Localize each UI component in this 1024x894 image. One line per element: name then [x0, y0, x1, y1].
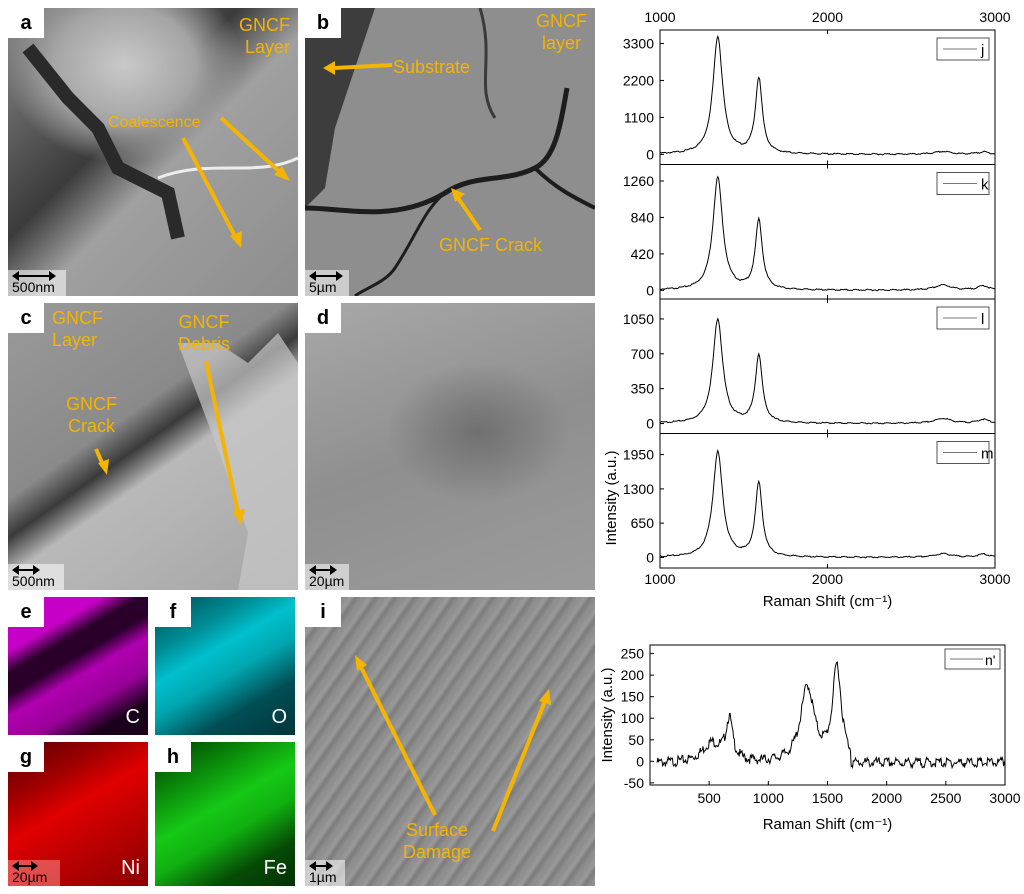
- y-axis-label: Intensity (a.u.): [600, 667, 616, 762]
- scale-bar: 1µm: [305, 860, 345, 886]
- spectrum-line-m: [659, 448, 996, 559]
- scale-bar: 500nm: [8, 270, 66, 296]
- y-tick-label: 0: [646, 146, 654, 162]
- gncf-layer-label: GNCF Layer: [52, 308, 103, 350]
- raman-stacked-chart: 1000 1000 2000 2000 3000 3000 0 1100 2200 3300 j 0 4…: [603, 9, 1011, 610]
- y-tick-label: 1050: [623, 311, 654, 327]
- spectrum-line-l: [659, 317, 996, 425]
- y-tick-label: 1950: [623, 447, 654, 463]
- panel-letter: e: [8, 597, 44, 627]
- eds-map-nickel: g Ni 20µm: [8, 742, 148, 886]
- y-tick-label: 1100: [624, 109, 654, 125]
- gncf-crack-label: GNCF Crack: [439, 235, 542, 255]
- top-x-tick-label: 3000: [979, 9, 1010, 25]
- panel-b-cracks: [305, 8, 595, 296]
- surface-damage-label: Surface Damage: [403, 820, 472, 862]
- scale-bar: 20µm: [8, 860, 60, 886]
- x-tick-label: 1000: [644, 571, 675, 587]
- substrate-label: Substrate: [393, 57, 471, 77]
- y-tick-label: 3300: [623, 35, 654, 51]
- x-axis-label: Raman Shift (cm⁻¹): [763, 816, 893, 833]
- y-tick-label: 350: [631, 381, 655, 397]
- x-tick-label: 1000: [753, 790, 784, 806]
- legend-label: n': [985, 652, 995, 668]
- y-tick-label: 150: [621, 689, 645, 705]
- x-tick-label: 2000: [812, 571, 843, 587]
- coalescence-label: Coalescence: [108, 114, 201, 131]
- y-tick-label: 650: [631, 515, 655, 531]
- y-tick-label: 1260: [623, 173, 654, 189]
- y-tick-label: 840: [631, 209, 655, 225]
- element-label: O: [271, 706, 287, 728]
- scale-bar: 5µm: [305, 270, 349, 296]
- y-tick-label: 700: [631, 346, 655, 362]
- x-tick-label: 3000: [989, 790, 1020, 806]
- spectrum-line-k: [659, 175, 996, 292]
- x-tick-label: 2000: [871, 790, 902, 806]
- y-tick-label: 0: [646, 549, 654, 565]
- panel-c-features: [94, 333, 298, 590]
- spectrum-line-j: [659, 34, 996, 156]
- panel-i-arrows: [355, 655, 551, 832]
- spectrum-line-n: [656, 661, 1006, 770]
- panel-letter: c: [8, 303, 44, 333]
- element-label: Fe: [263, 857, 287, 879]
- panel-letter: b: [305, 8, 341, 38]
- gncf-crack-label: GNCF Crack: [66, 394, 117, 436]
- y-tick-label: -50: [624, 775, 644, 791]
- element-label: C: [125, 706, 140, 728]
- top-x-tick-label: 1000: [644, 9, 675, 25]
- y-tick-label: 50: [628, 732, 644, 748]
- eds-map-oxygen: f O: [155, 597, 295, 735]
- legend-label: m: [981, 446, 994, 463]
- legend-label: l: [981, 311, 984, 328]
- top-x-tick-label: 2000: [812, 9, 843, 25]
- element-label: Ni: [121, 857, 140, 879]
- raman-chart-n: -50 0 50 100 150 200 250 500 1000 1500 2000 2500 300…: [600, 644, 1020, 833]
- y-tick-label: 250: [621, 646, 645, 662]
- legend-label: j: [980, 42, 984, 59]
- panel-letter: d: [305, 303, 341, 333]
- y-tick-label: 100: [621, 710, 645, 726]
- gncf-layer-label: GNCF Layer: [239, 15, 290, 57]
- panel-letter: g: [8, 742, 44, 772]
- y-tick-label: 420: [631, 246, 655, 262]
- panel-letter: a: [8, 8, 44, 38]
- y-tick-label: 0: [646, 416, 654, 432]
- panel-letter: f: [155, 597, 191, 627]
- y-tick-label: 0: [646, 282, 654, 298]
- x-tick-label: 3000: [979, 571, 1010, 587]
- sem-panel-i: i Surface Damage 1µm: [305, 597, 595, 886]
- scale-bar: 20µm: [305, 564, 349, 590]
- scale-bar: 500nm: [8, 564, 64, 590]
- panel-letter: i: [305, 597, 341, 627]
- x-axis-label: Raman Shift (cm⁻¹): [763, 593, 893, 610]
- sem-panel-b: b GNCF layer Substrate GNCF Crack 5µm: [305, 8, 595, 296]
- eds-map-iron: h Fe: [155, 742, 295, 886]
- sem-panel-a: a GNCF Layer Coalescence 500nm: [8, 8, 298, 296]
- eds-map-carbon: e C: [8, 597, 148, 735]
- sem-panel-d: d 20µm: [305, 303, 595, 590]
- y-tick-label: 1300: [623, 481, 654, 497]
- y-tick-label: 200: [621, 667, 645, 683]
- gncf-layer-label: GNCF layer: [536, 11, 587, 53]
- x-tick-label: 500: [697, 790, 721, 806]
- y-axis-label: Intensity (a.u.): [603, 450, 620, 545]
- x-tick-label: 2500: [930, 790, 961, 806]
- sem-panel-c: c GNCF Layer GNCF Debris GNCF Crack 500nm: [8, 303, 298, 590]
- y-tick-label: 0: [636, 753, 644, 769]
- gncf-debris-label: GNCF Debris: [178, 312, 231, 354]
- panel-letter: h: [155, 742, 191, 772]
- y-tick-label: 2200: [623, 72, 654, 88]
- x-tick-label: 1500: [812, 790, 843, 806]
- legend-label: k: [981, 177, 989, 194]
- panel-a-cracks: [22, 43, 298, 248]
